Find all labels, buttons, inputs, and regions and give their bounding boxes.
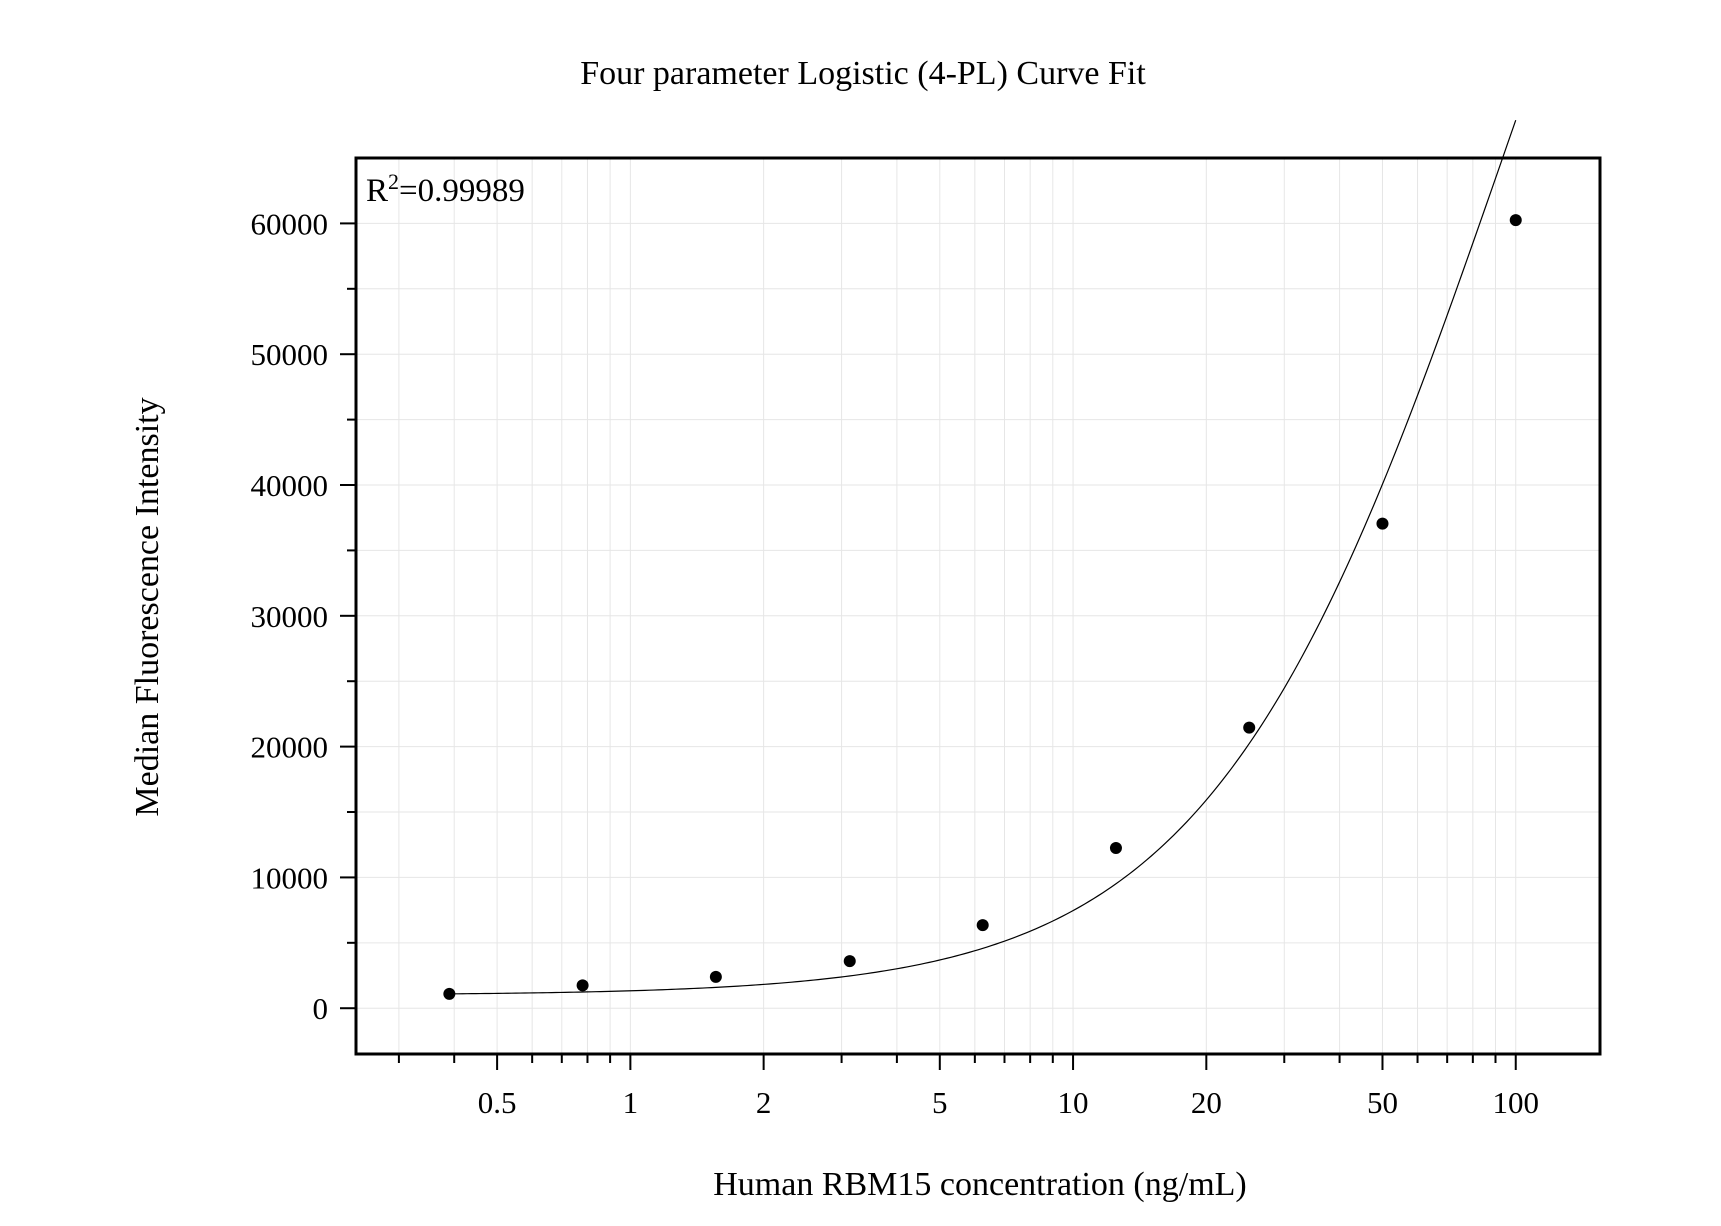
y-tick-label: 60000 [251, 206, 329, 241]
y-axis: 0 10000 20000 30000 40000 50000 60000 [251, 206, 356, 1026]
y-tick-label: 20000 [251, 730, 329, 765]
grid [356, 158, 1600, 1054]
x-tick-label: 100 [1492, 1085, 1539, 1120]
x-tick-label: 10 [1058, 1085, 1089, 1120]
data-point [1376, 517, 1389, 530]
data-points [443, 214, 1522, 1000]
y-tick-label: 0 [313, 991, 329, 1026]
y-tick-label: 40000 [251, 468, 329, 503]
x-tick-label: 1 [623, 1085, 639, 1120]
data-point [1109, 841, 1122, 854]
y-tick-label: 50000 [251, 337, 329, 372]
data-point [1243, 721, 1256, 734]
data-point [976, 919, 989, 932]
y-tick-label: 30000 [251, 599, 329, 634]
data-point [709, 970, 722, 983]
x-tick-label: 0.5 [478, 1085, 517, 1120]
data-point [576, 979, 589, 992]
y-tick-label: 10000 [251, 860, 329, 895]
r-value: =0.99989 [399, 173, 525, 209]
data-point [443, 987, 456, 1000]
data-point [843, 955, 856, 968]
plot-frame [354, 156, 1602, 1056]
x-tick-label: 2 [756, 1085, 772, 1120]
x-axis-label: Human RBM15 concentration (ng/mL) [713, 1166, 1247, 1203]
y-axis-label: Median Fluorescence Intensity [129, 397, 166, 816]
x-tick-label: 5 [932, 1085, 948, 1120]
x-tick-label: 20 [1191, 1085, 1222, 1120]
chart-title: Four parameter Logistic (4-PL) Curve Fit [580, 55, 1146, 92]
x-axis: 0.5 1 2 5 10 20 50 100 [478, 1054, 1539, 1120]
data-point [1509, 214, 1522, 227]
r-symbol: R [366, 173, 388, 209]
r-squared-annotation: R2=0.99989 [366, 169, 525, 209]
fit-curve [449, 120, 1517, 995]
x-tick-label: 50 [1367, 1085, 1398, 1120]
minor-ticks [347, 287, 1497, 1063]
r-superscript: 2 [388, 169, 399, 194]
